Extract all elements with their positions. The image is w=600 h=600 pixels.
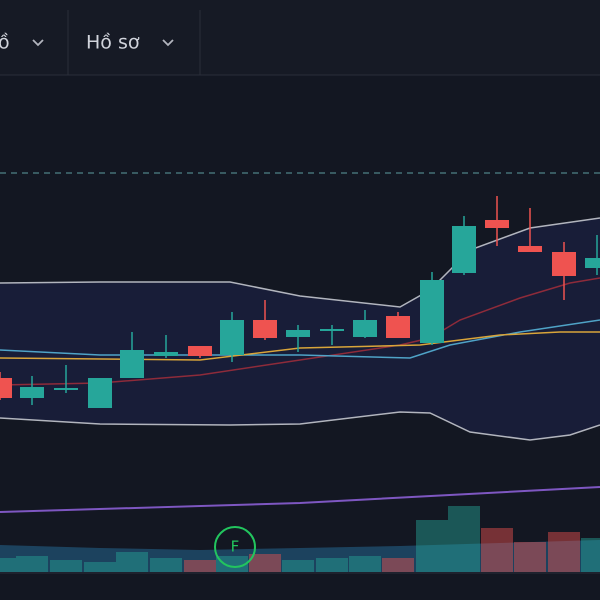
candles xyxy=(0,196,600,408)
volume-bar xyxy=(249,554,281,572)
toolbar xyxy=(0,0,600,75)
candle-body xyxy=(552,252,576,276)
button-label[interactable]: Hồ sơ xyxy=(86,32,140,54)
marker-circle[interactable] xyxy=(214,526,256,568)
upper-band xyxy=(0,217,600,308)
middle-band xyxy=(0,277,600,386)
candle-body xyxy=(253,320,277,338)
volume-bar xyxy=(581,538,600,572)
candle-body xyxy=(88,378,112,408)
candle-body xyxy=(220,320,244,355)
candle-body xyxy=(585,258,600,268)
volume-bar xyxy=(150,558,182,572)
button-label[interactable]: ồ xyxy=(0,32,10,54)
volume-area xyxy=(0,540,600,572)
candle-body xyxy=(154,352,178,356)
candle-body xyxy=(518,246,542,252)
candle-body xyxy=(485,220,509,228)
volume-bar xyxy=(16,556,48,572)
volume-bar xyxy=(50,560,82,572)
toolbar-button[interactable]: Hồ sơ xyxy=(86,32,174,54)
candle-body xyxy=(286,330,310,337)
volume-bar xyxy=(416,520,448,572)
volume-bar xyxy=(481,528,513,572)
volume-bar xyxy=(84,562,116,572)
volume-bar xyxy=(316,558,348,572)
candle-body xyxy=(386,316,410,338)
candle-body xyxy=(0,378,12,398)
candle-body xyxy=(54,388,78,390)
volume-bar xyxy=(448,506,480,572)
candle-body xyxy=(452,226,476,273)
candle-body xyxy=(20,387,44,398)
lower-band xyxy=(0,411,600,441)
moving-average xyxy=(0,331,600,361)
volume-bar xyxy=(548,532,580,572)
volume-bar xyxy=(0,558,16,572)
volume-bar xyxy=(349,556,381,572)
band-fill xyxy=(0,218,600,440)
candle-body xyxy=(188,346,212,356)
candle-body xyxy=(120,350,144,378)
volume-bars xyxy=(0,506,600,572)
candle-body xyxy=(353,320,377,337)
chevron xyxy=(162,39,174,47)
candle-body xyxy=(420,280,444,343)
chevron xyxy=(32,39,44,47)
marker-label[interactable]: F xyxy=(231,538,240,556)
long-average xyxy=(0,486,600,513)
event-marker[interactable]: F xyxy=(214,526,256,568)
volume-bar xyxy=(382,558,414,572)
candle-body xyxy=(320,329,344,331)
volume-bar xyxy=(216,556,248,572)
volume-bar xyxy=(282,560,314,572)
volume-bar xyxy=(116,552,148,572)
toolbar-button[interactable]: ồ xyxy=(0,32,44,54)
volume-bar xyxy=(184,560,216,572)
volume-bar xyxy=(514,542,546,572)
